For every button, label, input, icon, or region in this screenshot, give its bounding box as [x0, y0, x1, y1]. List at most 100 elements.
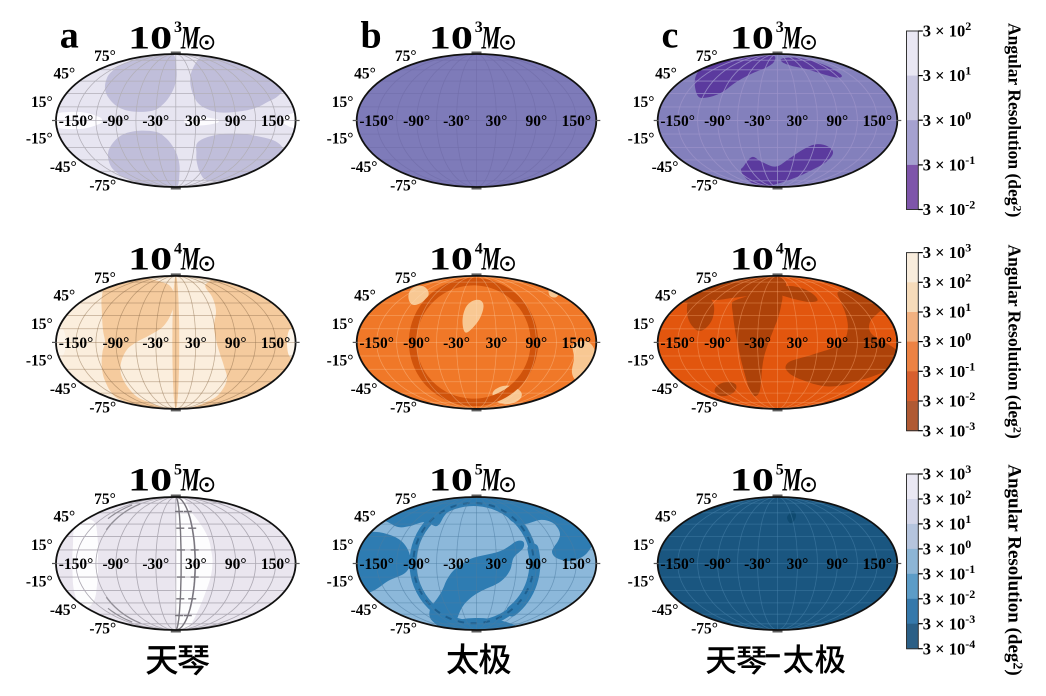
svg-text:150°: 150° [261, 113, 290, 130]
svg-text:10: 10 [429, 463, 473, 499]
svg-text:-15°: -15° [26, 131, 53, 148]
svg-text:-15°: -15° [628, 131, 655, 148]
svg-text:-75°: -75° [691, 178, 718, 195]
svg-text:-30°: -30° [142, 113, 169, 130]
svg-text:M: M [481, 463, 502, 499]
svg-text:75°: 75° [94, 48, 116, 65]
svg-text:4: 4 [174, 240, 182, 257]
svg-text:150°: 150° [863, 113, 892, 130]
svg-text:30°: 30° [185, 335, 207, 352]
svg-text:-90°: -90° [102, 556, 129, 573]
svg-text:45°: 45° [53, 509, 75, 526]
svg-text:15°: 15° [31, 94, 53, 111]
svg-text:-15°: -15° [628, 352, 655, 369]
svg-text:45°: 45° [354, 66, 376, 83]
svg-text:-30°: -30° [443, 335, 470, 352]
svg-text:-90°: -90° [102, 335, 129, 352]
svg-text:-30°: -30° [142, 335, 169, 352]
svg-text:30°: 30° [787, 556, 809, 573]
svg-text:-90°: -90° [704, 113, 731, 130]
svg-text:-90°: -90° [704, 335, 731, 352]
svg-text:-45°: -45° [351, 602, 378, 619]
svg-text:-30°: -30° [443, 556, 470, 573]
svg-text:90°: 90° [827, 113, 849, 130]
svg-text:10: 10 [730, 463, 774, 499]
svg-text:90°: 90° [526, 113, 548, 130]
svg-text:M: M [180, 242, 201, 278]
svg-text:10: 10 [128, 242, 172, 278]
svg-text:-90°: -90° [704, 556, 731, 573]
svg-text:-45°: -45° [652, 159, 679, 176]
svg-text:90°: 90° [827, 556, 849, 573]
svg-text:150°: 150° [261, 335, 290, 352]
svg-text:3 × 100: 3 × 100 [923, 108, 971, 130]
svg-text:10: 10 [730, 242, 774, 278]
svg-text:90°: 90° [827, 335, 849, 352]
svg-text:75°: 75° [395, 491, 417, 508]
svg-text:-150°: -150° [59, 335, 94, 352]
svg-text:75°: 75° [696, 270, 718, 287]
svg-text:-15°: -15° [26, 574, 53, 591]
svg-text:10: 10 [128, 463, 172, 499]
svg-text:-150°: -150° [660, 335, 695, 352]
svg-text:-150°: -150° [59, 113, 94, 130]
svg-text:45°: 45° [354, 509, 376, 526]
svg-text:-30°: -30° [744, 556, 771, 573]
svg-text:-150°: -150° [359, 335, 394, 352]
svg-text:3: 3 [475, 19, 483, 36]
svg-text:30°: 30° [185, 113, 207, 130]
svg-text:M: M [180, 463, 201, 499]
svg-text:30°: 30° [787, 335, 809, 352]
svg-text:3 × 10-3: 3 × 10-3 [923, 612, 975, 634]
svg-text:-15°: -15° [26, 352, 53, 369]
svg-text:Angular Resolution (deg2): Angular Resolution (deg2) [1004, 464, 1025, 675]
svg-text:M: M [782, 20, 803, 56]
svg-text:45°: 45° [655, 509, 677, 526]
svg-text:-150°: -150° [359, 556, 394, 573]
svg-text:3 × 10-3: 3 × 10-3 [923, 419, 975, 441]
svg-text:15°: 15° [633, 94, 655, 111]
svg-text:-15°: -15° [327, 574, 354, 591]
svg-text:c: c [662, 15, 679, 57]
svg-text:3: 3 [776, 19, 784, 36]
svg-text:90°: 90° [225, 113, 247, 130]
svg-text:3 × 100: 3 × 100 [923, 537, 971, 559]
svg-text:150°: 150° [863, 335, 892, 352]
svg-text:45°: 45° [655, 66, 677, 83]
svg-text:90°: 90° [225, 335, 247, 352]
svg-text:-75°: -75° [89, 621, 116, 638]
svg-text:90°: 90° [225, 556, 247, 573]
svg-text:M: M [481, 20, 502, 56]
svg-text:3 × 10-1: 3 × 10-1 [923, 153, 975, 175]
svg-text:150°: 150° [562, 335, 591, 352]
svg-text:30°: 30° [486, 113, 508, 130]
svg-text:3 × 10-4: 3 × 10-4 [923, 637, 975, 659]
svg-text:-30°: -30° [443, 113, 470, 130]
svg-text:-75°: -75° [89, 400, 116, 417]
svg-text:-75°: -75° [691, 621, 718, 638]
svg-text:150°: 150° [261, 556, 290, 573]
svg-text:75°: 75° [94, 270, 116, 287]
svg-text:45°: 45° [354, 288, 376, 305]
svg-text:30°: 30° [486, 335, 508, 352]
svg-text:3 × 102: 3 × 102 [923, 270, 971, 292]
svg-text:90°: 90° [526, 335, 548, 352]
svg-text:10: 10 [128, 20, 172, 56]
svg-text:M: M [782, 463, 803, 499]
svg-text:-45°: -45° [50, 159, 77, 176]
svg-text:15°: 15° [332, 316, 354, 333]
svg-text:30°: 30° [486, 556, 508, 573]
svg-text:15°: 15° [332, 537, 354, 554]
svg-text:45°: 45° [53, 288, 75, 305]
svg-text:75°: 75° [696, 491, 718, 508]
svg-text:75°: 75° [395, 270, 417, 287]
svg-text:15°: 15° [332, 94, 354, 111]
svg-text:-15°: -15° [327, 352, 354, 369]
svg-text:10: 10 [730, 20, 774, 56]
svg-text:Angular Resolution (deg2): Angular Resolution (deg2) [1005, 244, 1025, 438]
svg-text:-150°: -150° [59, 556, 94, 573]
svg-text:M: M [782, 242, 803, 278]
svg-text:90°: 90° [526, 556, 548, 573]
svg-text:M: M [481, 242, 502, 278]
svg-text:3 × 10-1: 3 × 10-1 [923, 562, 975, 584]
